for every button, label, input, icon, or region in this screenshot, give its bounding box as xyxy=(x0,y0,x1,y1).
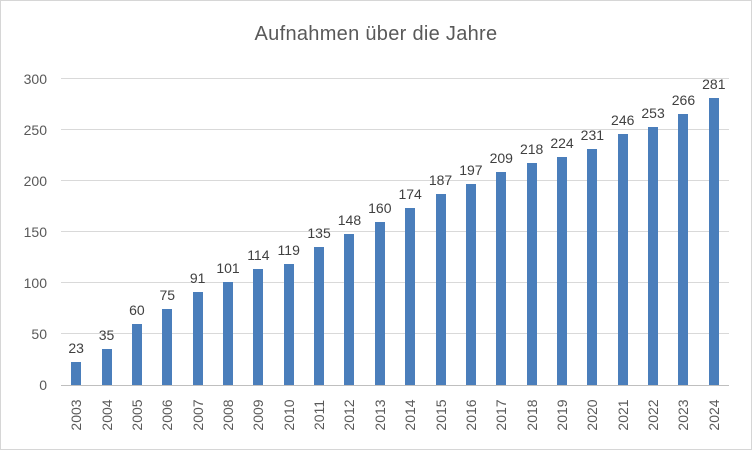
bar-2013 xyxy=(374,221,385,385)
bar-2003 xyxy=(71,361,82,385)
y-axis-tick-label: 50 xyxy=(31,326,47,342)
bar-2021 xyxy=(617,134,628,385)
bar-value-label: 187 xyxy=(428,172,453,189)
bar-2024 xyxy=(708,98,719,385)
x-axis-tick-label: 2007 xyxy=(189,399,206,431)
bar-value-label: 114 xyxy=(247,246,270,263)
x-axis-tick-label: 2017 xyxy=(493,399,510,431)
x-axis-tick-label: 2003 xyxy=(68,399,85,431)
x-axis-tick-label: 2021 xyxy=(614,399,631,431)
bar-2015 xyxy=(435,194,446,385)
bar-2012 xyxy=(344,234,355,385)
bar-value-label: 209 xyxy=(489,149,513,166)
bar-2008 xyxy=(223,281,233,385)
bar-2014 xyxy=(405,207,416,385)
bar-value-label: 101 xyxy=(216,259,240,276)
gridline xyxy=(61,129,729,130)
bar-value-label: 246 xyxy=(611,112,635,129)
bar-value-label: 266 xyxy=(671,91,696,108)
x-axis-tick-label: 2004 xyxy=(98,399,115,431)
bar-2019 xyxy=(557,156,567,385)
x-axis-tick-label: 2020 xyxy=(584,399,601,431)
bar-value-label: 91 xyxy=(189,270,206,287)
bar-value-label: 197 xyxy=(459,162,483,179)
bar-2023 xyxy=(678,113,689,385)
x-axis-tick-label: 2015 xyxy=(432,399,449,431)
gridline xyxy=(61,180,729,181)
bar-value-label: 148 xyxy=(337,212,362,229)
y-axis-tick-label: 250 xyxy=(23,122,47,138)
bar-2009 xyxy=(253,268,264,385)
bar-2018 xyxy=(526,162,537,385)
bar-value-label: 119 xyxy=(277,241,300,258)
bar-2020 xyxy=(587,149,598,385)
gridline xyxy=(61,78,729,79)
x-axis-tick-label: 2018 xyxy=(523,399,540,431)
bar-2016 xyxy=(465,184,476,385)
x-axis-tick-label: 2005 xyxy=(128,399,145,431)
bar-value-label: 35 xyxy=(98,327,115,344)
y-axis-tick-label: 200 xyxy=(23,173,47,189)
bar-value-label: 281 xyxy=(702,76,726,93)
plot-area: 23 35 60 75 91 101 114 119 135 148 160 174 187 197 209… xyxy=(61,76,729,386)
x-axis-line xyxy=(61,385,729,386)
bar-2022 xyxy=(648,126,659,385)
y-axis-tick-label: 150 xyxy=(23,224,47,240)
gridline xyxy=(61,282,729,283)
bar-value-label: 60 xyxy=(129,301,145,318)
gridline xyxy=(61,333,729,334)
bar-2004 xyxy=(101,349,112,385)
bar-2006 xyxy=(162,308,173,385)
x-axis-tick-label: 2010 xyxy=(280,399,297,431)
x-axis-tick-label: 2012 xyxy=(341,399,358,431)
bar-2017 xyxy=(496,171,507,385)
y-axis-tick-label: 0 xyxy=(39,377,47,393)
bar-value-label: 23 xyxy=(68,339,84,356)
bar-value-label: 174 xyxy=(398,185,422,202)
x-axis-tick-label: 2009 xyxy=(250,399,267,431)
bar-2005 xyxy=(131,323,142,385)
x-axis-tick-label: 2008 xyxy=(220,399,236,431)
bar-value-label: 224 xyxy=(550,134,574,151)
bar-2011 xyxy=(314,247,325,385)
bar-value-label: 160 xyxy=(368,199,392,216)
x-axis-tick-label: 2006 xyxy=(159,399,176,431)
x-axis-tick-label: 2022 xyxy=(645,399,662,431)
x-axis-tick-label: 2024 xyxy=(705,399,722,431)
bar-2007 xyxy=(192,292,203,385)
bar-value-label: 253 xyxy=(641,104,665,121)
bar-value-label: 231 xyxy=(580,127,605,144)
bar-2010 xyxy=(283,263,294,385)
gridline xyxy=(61,231,729,232)
bar-value-label: 75 xyxy=(159,286,176,303)
x-axis-tick-label: 2013 xyxy=(371,399,388,431)
bar-value-label: 218 xyxy=(519,140,544,157)
chart-title: Aufnahmen über die Jahre xyxy=(254,23,498,45)
x-axis-tick-label: 2011 xyxy=(311,399,328,431)
bar-value-label: 135 xyxy=(307,225,331,242)
x-axis-tick-label: 2016 xyxy=(462,399,479,431)
x-axis-tick-label: 2019 xyxy=(554,399,570,431)
y-axis-tick-label: 100 xyxy=(23,275,47,291)
x-axis-tick-label: 2014 xyxy=(402,399,419,431)
x-axis-tick-label: 2023 xyxy=(675,399,692,431)
y-axis-tick-label: 300 xyxy=(23,71,47,87)
